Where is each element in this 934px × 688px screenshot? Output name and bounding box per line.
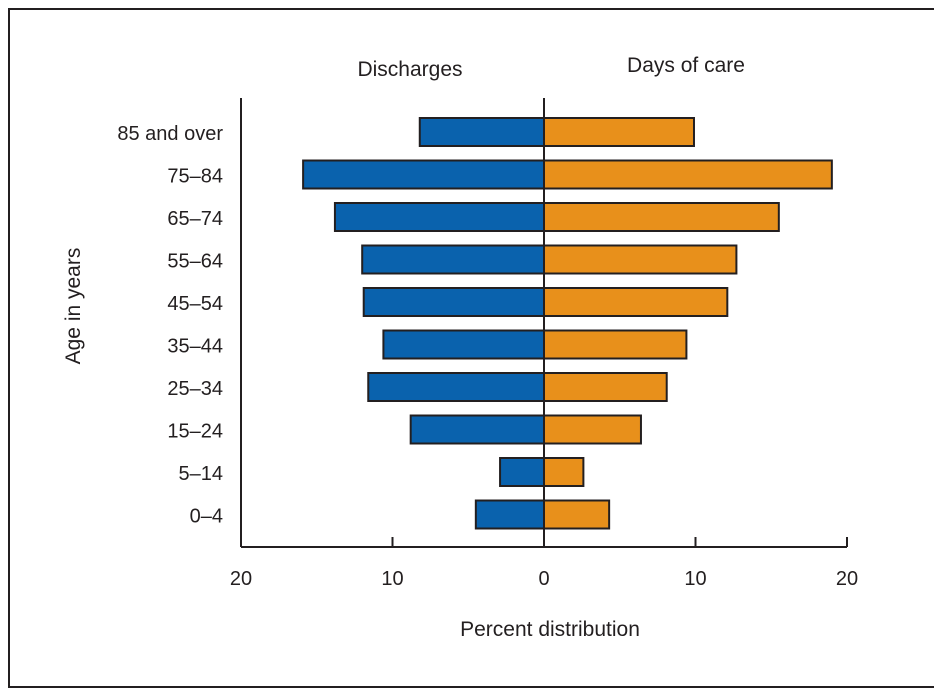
y-axis-label: Age in years xyxy=(62,248,85,365)
category-label-row-1: 75–84 xyxy=(167,166,223,188)
category-label-row-9: 0–4 xyxy=(190,506,223,528)
discharges-bar-row-8 xyxy=(499,457,546,487)
discharges-bar-row-4 xyxy=(362,287,545,317)
discharges-bar-row-2 xyxy=(333,202,545,232)
discharges-bar-row-7 xyxy=(409,414,545,445)
days-of-care-bar-row-8 xyxy=(543,457,585,487)
left-series-title: Discharges xyxy=(357,58,462,81)
x-tick-label-4: 20 xyxy=(836,568,858,590)
category-label-row-6: 25–34 xyxy=(167,378,223,400)
x-tick-label-0: 20 xyxy=(230,568,252,590)
chart-canvas: Discharges Days of care Age in years Per… xyxy=(62,54,858,641)
discharges-bar-row-1 xyxy=(302,159,545,190)
days-of-care-bar-row-0 xyxy=(543,117,695,147)
category-label-row-3: 55–64 xyxy=(167,251,223,273)
discharges-bar-row-6 xyxy=(367,372,546,402)
days-of-care-bar-row-9 xyxy=(543,499,611,530)
x-tick-label-2: 0 xyxy=(538,568,549,590)
days-of-care-bar-row-2 xyxy=(543,202,780,232)
category-label-row-4: 45–54 xyxy=(167,293,223,315)
discharges-bar-row-3 xyxy=(361,244,546,275)
days-of-care-bar-row-7 xyxy=(543,414,642,445)
category-label-row-0: 85 and over xyxy=(117,123,223,145)
discharges-bar-row-9 xyxy=(474,499,546,530)
category-label-row-8: 5–14 xyxy=(179,463,224,485)
discharges-bar-row-0 xyxy=(418,117,545,147)
category-label-row-7: 15–24 xyxy=(167,421,223,443)
days-of-care-bar-row-5 xyxy=(543,329,688,360)
x-axis-label: Percent distribution xyxy=(460,618,640,641)
days-of-care-bar-row-1 xyxy=(543,159,833,190)
days-of-care-bar-row-4 xyxy=(543,287,729,317)
right-series-title: Days of care xyxy=(627,54,745,77)
days-of-care-bar-row-3 xyxy=(543,244,738,275)
x-tick-label-3: 10 xyxy=(684,568,706,590)
days-of-care-bar-row-6 xyxy=(543,372,668,402)
discharges-bar-row-5 xyxy=(382,329,545,360)
x-tick-label-1: 10 xyxy=(381,568,403,590)
category-label-row-2: 65–74 xyxy=(167,208,223,230)
category-label-row-5: 35–44 xyxy=(167,336,223,358)
